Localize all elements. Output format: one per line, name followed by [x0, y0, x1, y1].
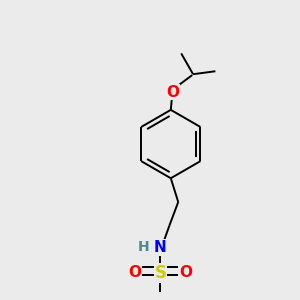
Text: N: N [154, 240, 167, 255]
Text: S: S [154, 264, 166, 282]
Text: O: O [129, 265, 142, 280]
Text: H: H [138, 240, 150, 254]
Text: O: O [166, 85, 179, 100]
Text: O: O [179, 265, 192, 280]
